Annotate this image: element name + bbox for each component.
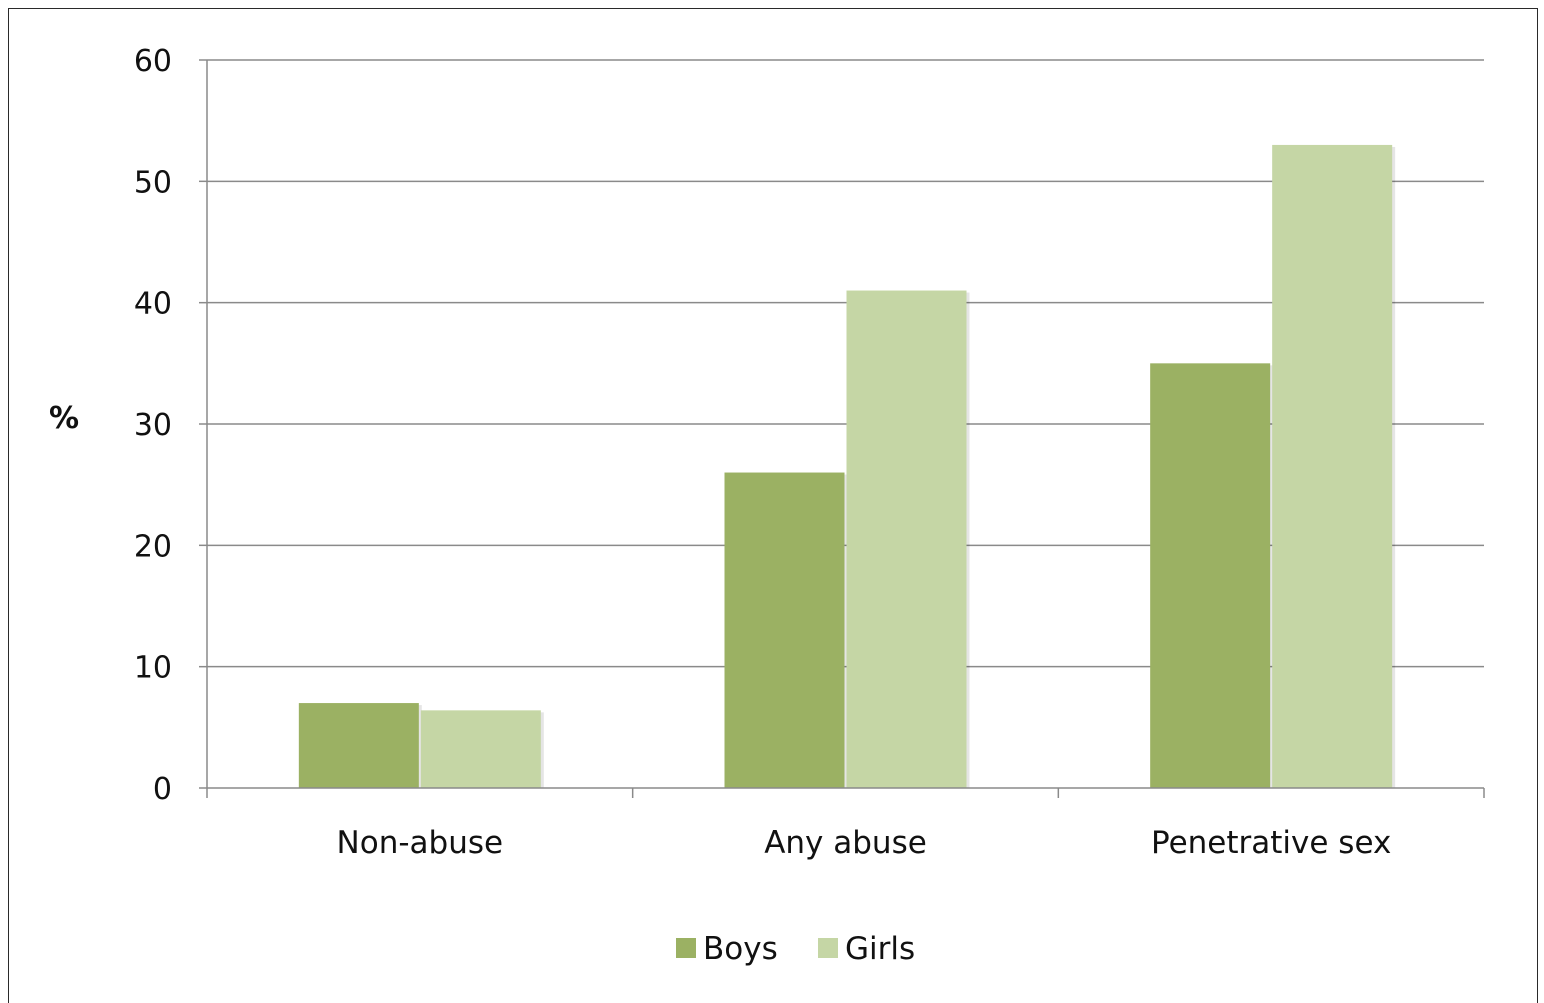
- y-tick-label: 50: [134, 165, 172, 200]
- y-tick-labels: 0 10 20 30 40 50 60: [134, 44, 172, 807]
- y-tick-label: 30: [134, 408, 172, 443]
- legend-label-boys: Boys: [703, 931, 778, 967]
- y-tick-label: 0: [153, 772, 172, 807]
- legend-label-girls: Girls: [845, 931, 915, 967]
- y-tick-label: 10: [134, 651, 172, 686]
- y-tick-label: 60: [134, 44, 172, 79]
- x-tick-label: Any abuse: [764, 825, 927, 861]
- y-tick-label: 20: [134, 529, 172, 564]
- chart-frame: [8, 8, 1538, 1003]
- x-tick-label: Penetrative sex: [1151, 825, 1391, 861]
- y-tick-label: 40: [134, 287, 172, 322]
- bar-boys-1: [724, 472, 845, 788]
- y-axis-label: %: [49, 401, 79, 436]
- bar-boys-0: [298, 703, 419, 788]
- x-tick-labels: Non-abuse Any abuse Penetrative sex: [337, 825, 1392, 861]
- x-tick-label: Non-abuse: [337, 825, 504, 861]
- gridlines: [207, 59, 1484, 668]
- axes: [199, 59, 1485, 798]
- bars: [298, 144, 1396, 788]
- legend-swatch-girls: [818, 938, 838, 958]
- bar-girls-1: [846, 290, 967, 788]
- legend-swatch-boys: [676, 938, 696, 958]
- legend: Boys Girls: [676, 931, 915, 967]
- bar-boys-2: [1150, 363, 1271, 788]
- bar-girls-2: [1272, 144, 1393, 788]
- bar-girls-0: [420, 710, 541, 788]
